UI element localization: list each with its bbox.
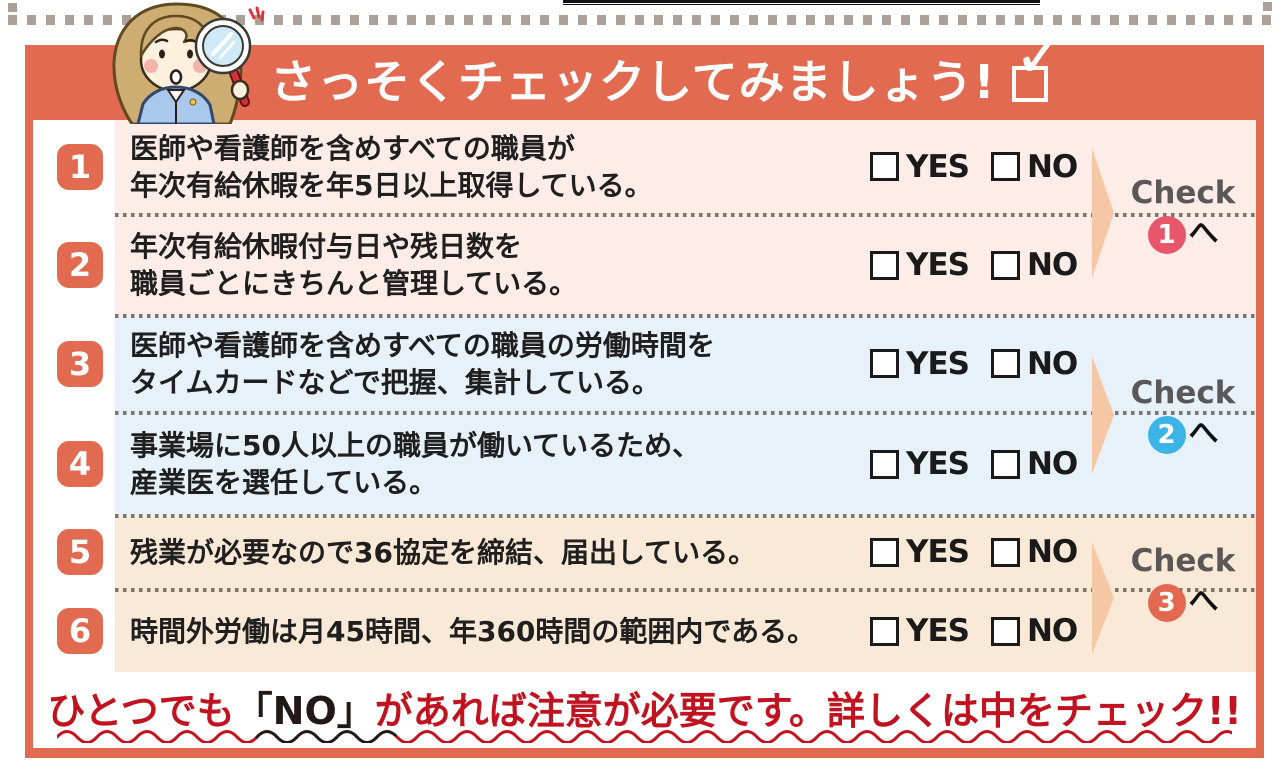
yes-label: YES — [906, 613, 970, 649]
yes-label: YES — [906, 148, 970, 185]
page-title: さっそくチェックしてみましょう! ✓ — [270, 24, 1067, 120]
dotted-divider — [115, 213, 1256, 217]
question-text: 医師や看護師を含めすべての職員の労働時間を タイムカードなどで把握、集計している… — [130, 328, 715, 399]
question-row-5: 5 残業が必要なので36協定を締結、届出している。 YES NO — [33, 516, 1088, 588]
no-label: NO — [1026, 148, 1078, 185]
right-arrow-icon — [1092, 356, 1114, 474]
no-checkbox[interactable] — [990, 537, 1020, 567]
right-arrow-icon — [1092, 542, 1114, 654]
question-row-6: 6 時間外労働は月45時間、年360時間の範囲内である。 YES NO — [33, 590, 1088, 672]
checklist-body: 1 医師や看護師を含めすべての職員が 年次有給休暇を年5日以上取得している。 Y… — [33, 120, 1256, 748]
question-number-badge: 3 — [57, 340, 103, 387]
yes-label: YES — [906, 345, 970, 382]
footer-warning-text: があれば注意が必要です。詳しくは中をチェック!! — [374, 689, 1242, 733]
frame-left — [25, 120, 33, 758]
no-checkbox[interactable] — [990, 349, 1020, 378]
question-number-badge: 5 — [57, 529, 103, 575]
check-label: Check — [1130, 175, 1236, 211]
check-label: Check — [1130, 375, 1236, 411]
question-number-badge: 4 — [57, 441, 103, 487]
section-bg-3 — [115, 516, 1256, 672]
question-text: 時間外労働は月45時間、年360時間の範囲内である。 — [130, 614, 816, 648]
no-checkbox[interactable] — [990, 449, 1020, 479]
footer-warning-text: ひとつでも — [47, 689, 235, 733]
check-pointer-1: Check 1 へ — [1088, 120, 1256, 316]
yes-checkbox[interactable] — [870, 349, 899, 378]
section-bg-1 — [115, 120, 1256, 316]
no-label: NO — [1026, 613, 1078, 649]
no-label: NO — [1026, 446, 1078, 482]
dashed-border — [8, 15, 1272, 25]
question-text: 残業が必要なので36協定を締結、届出している。 — [130, 535, 757, 569]
yes-label: YES — [906, 446, 970, 482]
yes-label: YES — [906, 247, 970, 283]
yes-checkbox[interactable] — [870, 250, 899, 280]
question-row-1: 1 医師や看護師を含めすべての職員が 年次有給休暇を年5日以上取得している。 Y… — [33, 120, 1088, 213]
question-number-badge: 6 — [57, 608, 103, 654]
section-bg-2 — [115, 316, 1256, 516]
answer-group: YES NO — [870, 345, 1078, 382]
yes-checkbox[interactable] — [870, 537, 899, 567]
page-title-text: さっそくチェックしてみましょう! — [270, 55, 996, 109]
checklist-panel: さっそくチェックしてみましょう! ✓ 1 医師や看護師を含めすべての職員が 年次有… — [25, 24, 1264, 758]
right-arrow-icon — [1092, 148, 1114, 278]
no-checkbox[interactable] — [990, 250, 1020, 280]
dotted-divider — [115, 411, 1256, 415]
top-double-rule — [563, 0, 1040, 6]
question-number-badge: 2 — [57, 242, 103, 288]
answer-group: YES NO — [870, 613, 1078, 649]
no-label: NO — [1026, 534, 1078, 570]
no-label: NO — [1026, 247, 1078, 283]
checked-checkbox-icon: ✓ — [1011, 24, 1067, 102]
frame-right — [1256, 120, 1264, 758]
footer-warning-no: 「NO」 — [234, 689, 375, 733]
answer-group: YES NO — [870, 534, 1078, 570]
yes-checkbox[interactable] — [870, 449, 899, 479]
question-text: 医師や看護師を含めすべての職員が 年次有給休暇を年5日以上取得している。 — [130, 131, 653, 202]
answer-group: YES NO — [870, 446, 1078, 482]
check-number-badge: 1 — [1147, 216, 1186, 254]
no-label: NO — [1026, 345, 1078, 382]
yes-checkbox[interactable] — [870, 616, 899, 646]
answer-group: YES NO — [870, 247, 1078, 283]
question-text: 年次有給休暇付与日や残日数を 職員ごとにきちんと管理している。 — [130, 230, 578, 300]
dashed-border-corner-right — [1263, 2, 1272, 11]
dotted-divider — [115, 314, 1256, 318]
wavy-underline — [55, 728, 1239, 744]
check-suffix: へ — [1188, 216, 1219, 251]
question-row-2: 2 年次有給休暇付与日や残日数を 職員ごとにきちんと管理している。 YES NO — [33, 216, 1088, 314]
check-suffix: へ — [1188, 584, 1219, 619]
check-number-badge: 2 — [1147, 416, 1186, 454]
check-pointer-3: Check 3 へ — [1088, 516, 1256, 672]
check-pointer-2: Check 2 へ — [1088, 316, 1256, 516]
question-row-4: 4 事業場に50人以上の職員が働いているため、 産業医を選任している。 YES … — [33, 414, 1088, 514]
yes-checkbox[interactable] — [870, 152, 899, 181]
check-suffix: へ — [1188, 416, 1219, 451]
magnifier-icon — [194, 6, 265, 107]
dashed-border-corner-left — [8, 3, 17, 12]
footer-warning: ひとつでも「NO」があれば注意が必要です。詳しくは中をチェック!! — [33, 680, 1256, 735]
no-checkbox[interactable] — [990, 616, 1020, 646]
dotted-divider — [115, 514, 1256, 518]
check-number-badge: 3 — [1147, 584, 1186, 622]
question-row-3: 3 医師や看護師を含めすべての職員の労働時間を タイムカードなどで把握、集計して… — [33, 316, 1088, 411]
dotted-divider — [115, 588, 1256, 592]
check-label: Check — [1130, 543, 1236, 579]
question-text: 事業場に50人以上の職員が働いているため、 産業医を選任している。 — [130, 429, 701, 499]
question-number-badge: 1 — [57, 143, 103, 190]
answer-group: YES NO — [870, 148, 1078, 185]
no-checkbox[interactable] — [990, 152, 1020, 181]
frame-bottom — [25, 748, 1264, 758]
yes-label: YES — [906, 534, 970, 570]
mascot-illustration — [80, 0, 275, 126]
